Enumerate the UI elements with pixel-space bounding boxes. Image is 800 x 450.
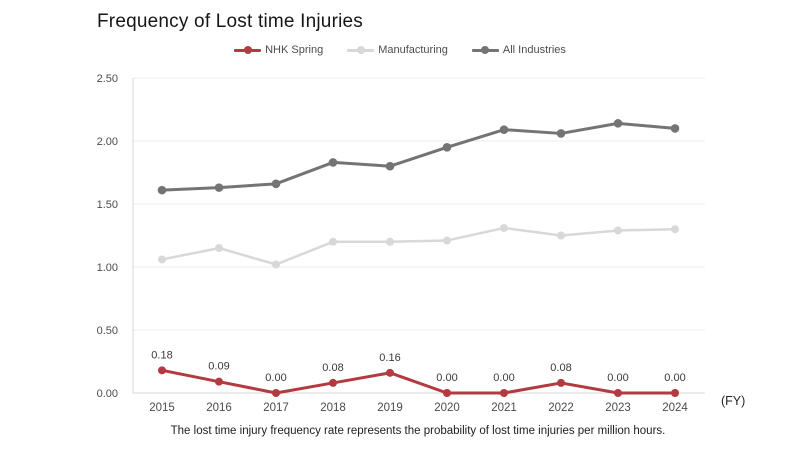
data-label: 0.00	[436, 372, 457, 384]
x-axis-tick-label: 2020	[434, 402, 460, 414]
y-axis-tick-label: 0.00	[97, 388, 118, 400]
data-point-all-industries	[271, 179, 281, 189]
series-line-all-industries	[160, 121, 677, 192]
series-line-manufacturing	[160, 226, 677, 266]
y-axis-tick-label: 1.50	[97, 199, 118, 211]
y-axis-tick-label: 2.50	[97, 73, 118, 85]
data-point-manufacturing	[671, 225, 679, 234]
legend-dot-icon	[481, 46, 490, 54]
data-point-all-industries	[613, 119, 623, 128]
data-point-all-industries	[157, 185, 167, 195]
footnote: The lost time injury frequency rate repr…	[170, 425, 666, 437]
chart-title: Frequency of Lost time Injuries	[97, 11, 363, 32]
data-point-nhk-spring	[215, 377, 223, 386]
legend-item-manufacturing: Manufacturing	[347, 44, 448, 56]
legend-label: All Industries	[502, 44, 566, 56]
legend-line-marker-icon	[347, 46, 375, 54]
data-point-nhk-spring	[272, 389, 280, 397]
data-point-nhk-spring	[158, 366, 166, 375]
data-point-manufacturing	[272, 260, 280, 269]
x-axis-tick-label: 2015	[149, 402, 175, 414]
data-label: 0.18	[151, 349, 172, 361]
data-label: 0.16	[379, 352, 400, 364]
x-axis-tick-label: 2018	[320, 402, 346, 414]
legend-label: Manufacturing	[378, 44, 448, 56]
x-axis-tick-label: 2019	[377, 402, 403, 414]
data-point-nhk-spring	[614, 389, 622, 397]
data-point-all-industries	[385, 161, 395, 171]
data-point-all-industries	[214, 183, 224, 192]
data-point-manufacturing	[215, 244, 223, 253]
data-label: 0.08	[322, 362, 343, 374]
data-label: 0.09	[208, 361, 229, 373]
data-point-manufacturing	[614, 226, 622, 235]
data-point-manufacturing	[158, 255, 166, 264]
data-label: 0.08	[550, 362, 571, 374]
data-point-all-industries	[499, 125, 509, 134]
data-point-all-industries	[556, 129, 566, 138]
y-axis-tick-label: 2.00	[97, 136, 118, 148]
series-line-nhk-spring	[160, 368, 677, 395]
data-label: 0.00	[265, 372, 286, 384]
x-axis-tick-label: 2017	[263, 402, 289, 414]
data-label: 0.00	[664, 372, 685, 384]
x-axis-tick-label: 2022	[548, 402, 574, 414]
data-point-nhk-spring	[443, 389, 451, 397]
data-point-manufacturing	[329, 237, 337, 246]
x-axis-unit-label: (FY)	[721, 394, 746, 408]
data-point-manufacturing	[500, 223, 508, 232]
legend-line-marker-icon	[234, 46, 262, 54]
y-axis-tick-label: 0.50	[97, 325, 118, 337]
y-axis-tick-label: 1.00	[97, 262, 118, 274]
data-label: 0.00	[607, 372, 628, 384]
legend-item-all-industries: All Industries	[471, 44, 566, 56]
x-axis-tick-label: 2024	[662, 402, 688, 414]
data-point-nhk-spring	[386, 368, 394, 377]
x-axis-tick-label: 2021	[491, 402, 517, 414]
legend-label: NHK Spring	[265, 44, 324, 56]
data-point-nhk-spring	[500, 389, 508, 397]
data-label: 0.00	[493, 372, 514, 384]
data-point-all-industries	[670, 124, 680, 133]
data-point-all-industries	[442, 143, 452, 152]
data-point-nhk-spring	[329, 378, 337, 387]
legend-dot-icon	[243, 46, 252, 54]
data-point-manufacturing	[557, 231, 565, 240]
legend-item-nhk-spring: NHK Spring	[234, 44, 323, 56]
data-point-nhk-spring	[671, 389, 679, 397]
data-point-manufacturing	[386, 237, 394, 246]
data-point-manufacturing	[443, 236, 451, 245]
legend: NHK Spring Manufacturing All Industries	[0, 44, 800, 56]
x-axis-tick-label: 2023	[605, 402, 631, 414]
legend-line-marker-icon	[471, 46, 499, 54]
data-point-nhk-spring	[557, 378, 565, 387]
data-point-all-industries	[328, 158, 338, 167]
legend-dot-icon	[356, 46, 365, 54]
x-axis-tick-label: 2016	[206, 402, 232, 414]
